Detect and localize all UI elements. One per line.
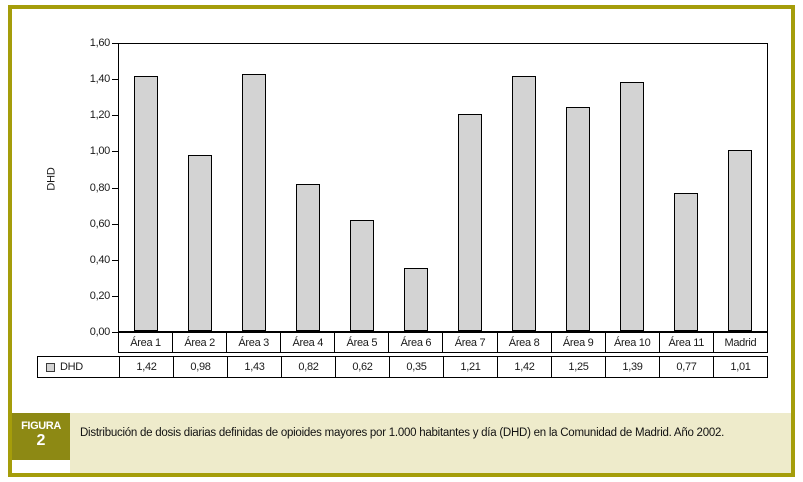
y-tick-label: 0,40 (89, 253, 111, 266)
category-cell: Área 2 (172, 333, 226, 352)
value-cell: 0,62 (335, 357, 389, 377)
category-cell: Área 11 (658, 333, 713, 352)
legend-label: DHD (60, 361, 83, 373)
bar-slot (551, 44, 605, 331)
value-cell: 1,01 (713, 357, 767, 377)
y-tick-label: 0,80 (89, 181, 111, 194)
y-tick-mark (112, 187, 118, 189)
bar-slot (281, 44, 335, 331)
bar-slot (605, 44, 659, 331)
bar-Área 3 (242, 74, 266, 331)
figure-badge-label: FIGURA (21, 420, 61, 432)
y-tick-label: 1,00 (89, 145, 111, 158)
y-tick-label: 1,40 (89, 73, 111, 86)
value-cell: 1,25 (551, 357, 605, 377)
y-tick-label: 0,20 (89, 289, 111, 302)
y-tick-label: 1,60 (89, 37, 111, 49)
value-cell: 0,82 (281, 357, 335, 377)
y-tick-mark (112, 259, 118, 261)
legend-swatch-icon (46, 362, 55, 372)
category-cell: Área 9 (550, 333, 605, 352)
y-axis-title: DHD (45, 167, 58, 191)
category-cell: Área 10 (604, 333, 659, 352)
bar-Área 5 (350, 220, 374, 331)
bar-slot (173, 44, 227, 331)
value-cell: 1,21 (443, 357, 497, 377)
bar-Área 10 (620, 82, 644, 331)
category-cell: Área 5 (334, 333, 388, 352)
figure-caption-text: Distribución de dosis diarias definidas … (80, 427, 725, 439)
figure-badge-number: 2 (36, 432, 46, 449)
value-cell: 1,42 (497, 357, 551, 377)
category-cell: Área 7 (442, 333, 496, 352)
bar-slot (497, 44, 551, 331)
y-tick-mark (112, 115, 118, 117)
chart-plot-area (118, 43, 768, 332)
bar-Madrid (728, 150, 752, 331)
legend-cell: DHD (38, 357, 119, 377)
category-header-row: Área 1 Área 2 Área 3 Área 4 Área 5 Área 6 Área… (118, 332, 768, 353)
category-cell: Área 1 (130, 336, 161, 349)
y-tick-mark (112, 43, 118, 44)
bar-Área 6 (404, 268, 428, 331)
value-cell: 0,77 (659, 357, 713, 377)
bar-slot (659, 44, 713, 331)
value-cell: 1,43 (227, 357, 281, 377)
bar-slot (713, 44, 767, 331)
y-tick-label: 1,20 (89, 109, 111, 122)
bar-Área 4 (296, 184, 320, 331)
bar-Área 7 (458, 114, 482, 331)
y-tick-mark (112, 151, 118, 153)
bar-Área 9 (566, 107, 590, 331)
bar-slot (119, 44, 173, 331)
value-cell: 1,42 (119, 357, 173, 377)
bar-slot (389, 44, 443, 331)
y-tick-mark (112, 332, 118, 333)
bar-Área 1 (134, 76, 158, 331)
data-table-row: DHD 1,42 0,98 1,43 0,82 0,62 0,35 1,21 1,42 1,25… (37, 356, 768, 378)
figure-caption: Distribución de dosis diarias definidas … (70, 413, 791, 473)
bar-Área 2 (188, 155, 212, 331)
category-cell: Área 6 (388, 333, 442, 352)
bar-Área 8 (512, 76, 536, 331)
category-cell: Área 8 (496, 333, 551, 352)
bar-Área 11 (674, 193, 698, 331)
category-cell: Área 4 (280, 333, 334, 352)
y-tick-label: 0,00 (89, 326, 111, 338)
figure-badge: FIGURA 2 (12, 413, 70, 460)
bar-slot (335, 44, 389, 331)
y-tick-label: 0,60 (89, 217, 111, 230)
category-cell: Área 3 (226, 333, 280, 352)
figure-frame: DHD 1,60 1,40 1,20 1,00 0,80 0,60 0,40 0,20 0,00… (8, 5, 795, 477)
y-tick-mark (112, 79, 118, 81)
bar-slot (443, 44, 497, 331)
value-cell: 1,39 (605, 357, 659, 377)
bar-series (119, 44, 767, 331)
category-cell: Madrid (712, 333, 767, 352)
y-tick-mark (112, 223, 118, 225)
value-cell: 0,35 (389, 357, 443, 377)
bar-slot (227, 44, 281, 331)
y-tick-mark (112, 295, 118, 297)
value-cell: 0,98 (173, 357, 227, 377)
